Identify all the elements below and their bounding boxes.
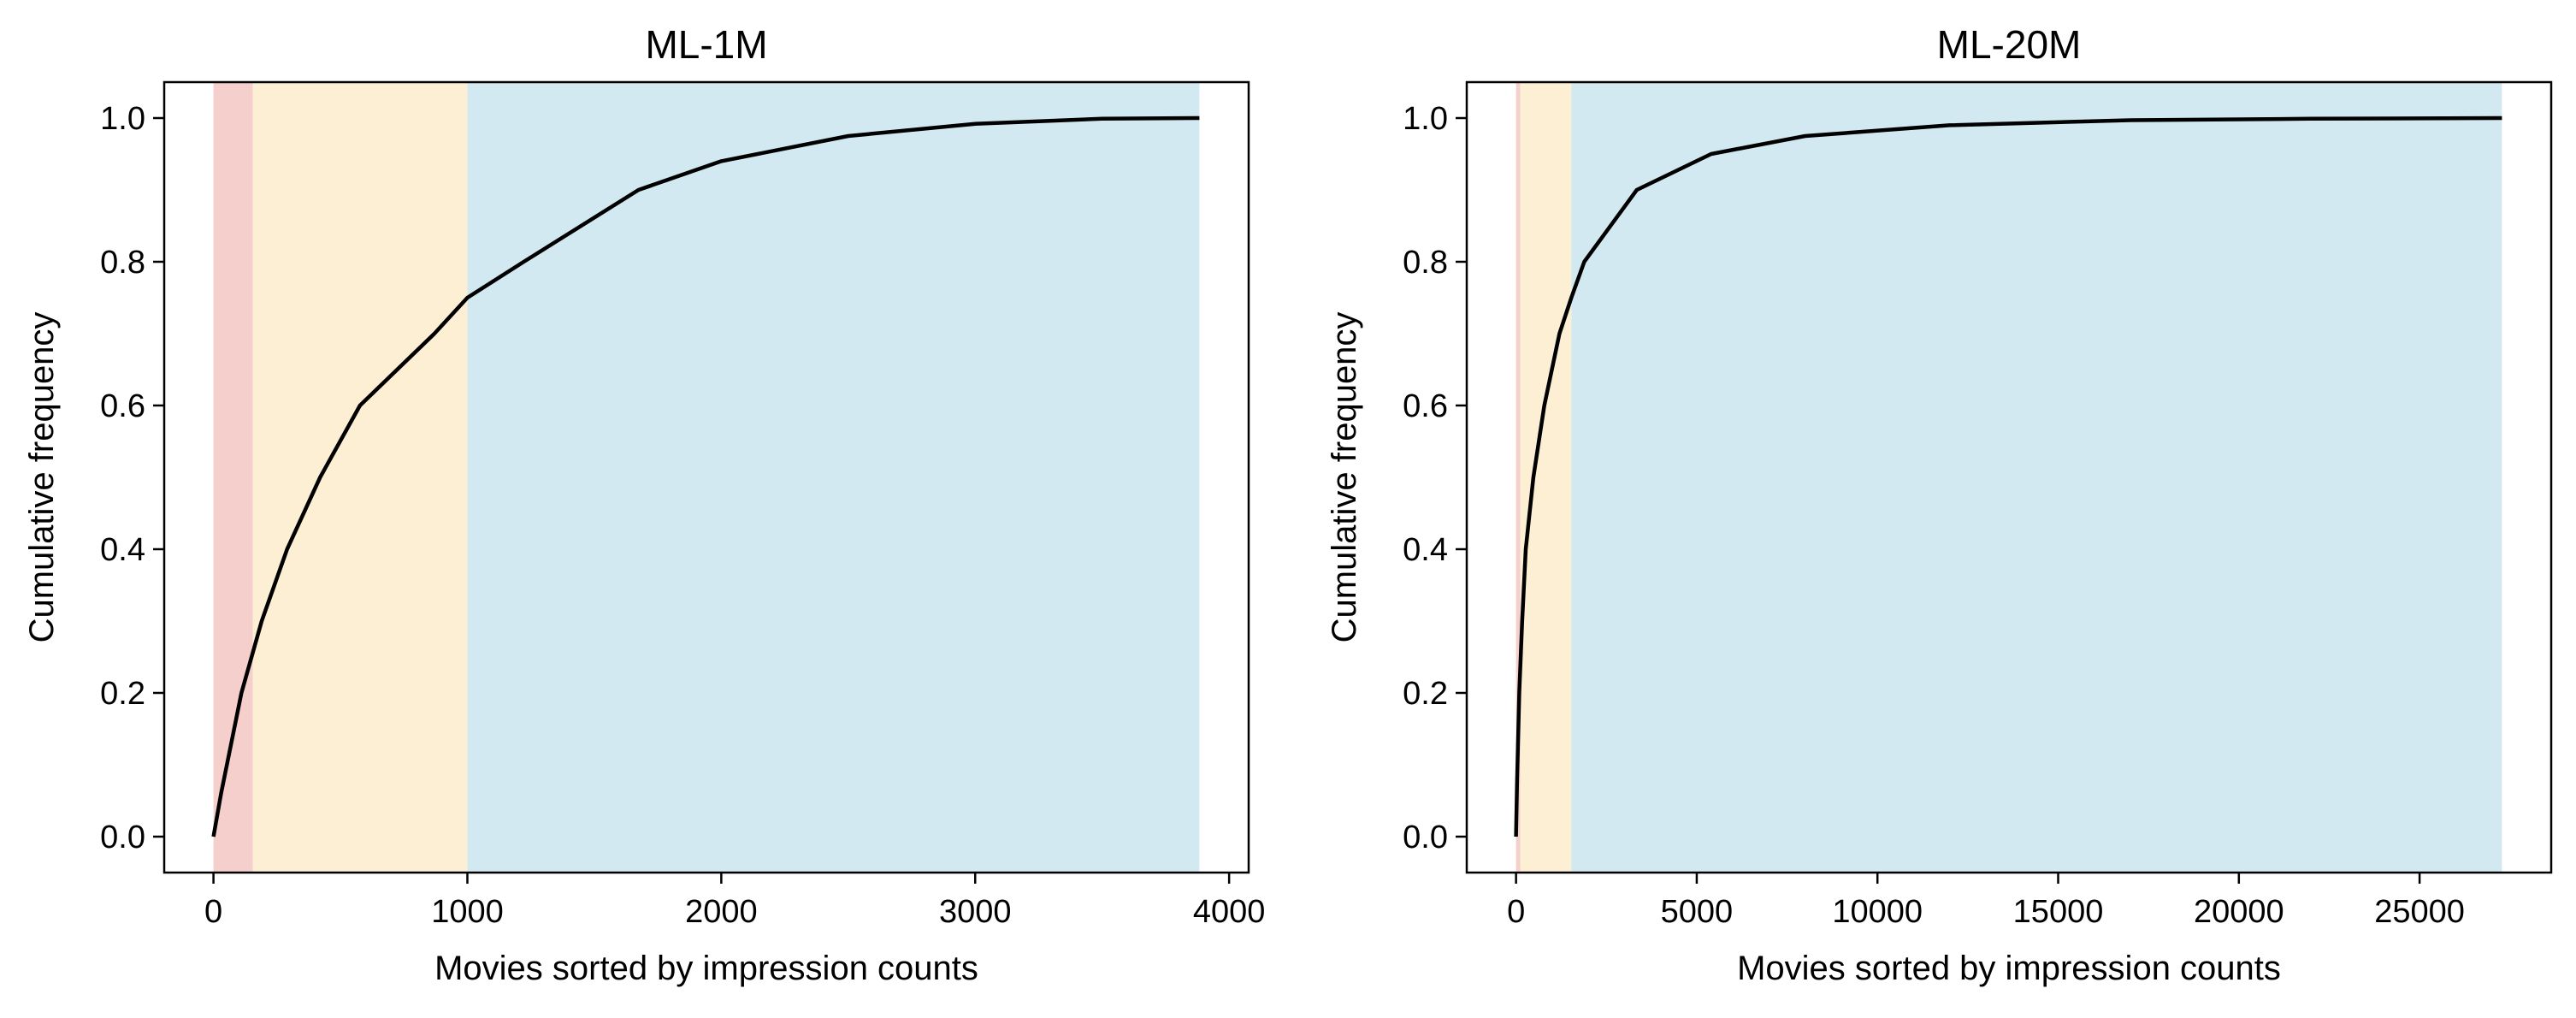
y-tick-label: 0.6 [100, 388, 145, 424]
x-axis-label: Movies sorted by impression counts [1737, 950, 2281, 987]
x-tick-label: 5000 [1661, 894, 1734, 930]
x-tick-label: 3000 [939, 894, 1012, 930]
y-tick-label: 0.2 [1403, 676, 1448, 712]
cumulative-frequency-line [1514, 115, 2502, 837]
axes-frame [1465, 80, 2553, 874]
region-band-0 [213, 82, 253, 873]
y-tick-label: 0.8 [100, 245, 145, 281]
cumulative-frequency-line [211, 115, 1200, 837]
chart-ml-1m: ML-1M Movies sorted by impression counts… [23, 22, 1265, 987]
x-axis-label: Movies sorted by impression counts [434, 950, 978, 987]
y-tick-label: 0.0 [1403, 820, 1448, 855]
y-tick-label: 0.4 [100, 532, 145, 568]
y-tick-label: 1.0 [100, 101, 145, 137]
y-axis-label: Cumulative frequency [1326, 312, 1363, 643]
chart-title: ML-1M [645, 22, 767, 67]
x-tick-label: 10000 [1832, 894, 1923, 930]
y-tick-label: 0.4 [1403, 532, 1448, 568]
x-tick-label: 1000 [431, 894, 504, 930]
x-tick-label: 4000 [1193, 894, 1266, 930]
y-tick-label: 0.6 [1403, 388, 1448, 424]
y-tick-label: 0.0 [100, 820, 145, 855]
region-band-2 [467, 82, 1200, 873]
chart-ml-20m: ML-20M Movies sorted by impression count… [1326, 22, 2553, 987]
region-band-1 [252, 82, 468, 873]
x-tick-label: 2000 [685, 894, 758, 930]
y-tick-label: 0.2 [100, 676, 145, 712]
region-band-0 [1515, 82, 1521, 873]
region-band-2 [1571, 82, 2502, 873]
axes-frame [162, 80, 1250, 874]
x-tick-label: 0 [1507, 894, 1525, 930]
x-tick-label: 15000 [2013, 894, 2104, 930]
y-tick-label: 1.0 [1403, 101, 1448, 137]
x-tick-label: 0 [204, 894, 222, 930]
x-tick-label: 20000 [2194, 894, 2284, 930]
y-axis-label: Cumulative frequency [23, 312, 61, 643]
chart-title: ML-20M [1937, 22, 2082, 67]
x-tick-label: 25000 [2374, 894, 2465, 930]
y-tick-label: 0.8 [1403, 245, 1448, 281]
region-band-1 [1520, 82, 1572, 873]
